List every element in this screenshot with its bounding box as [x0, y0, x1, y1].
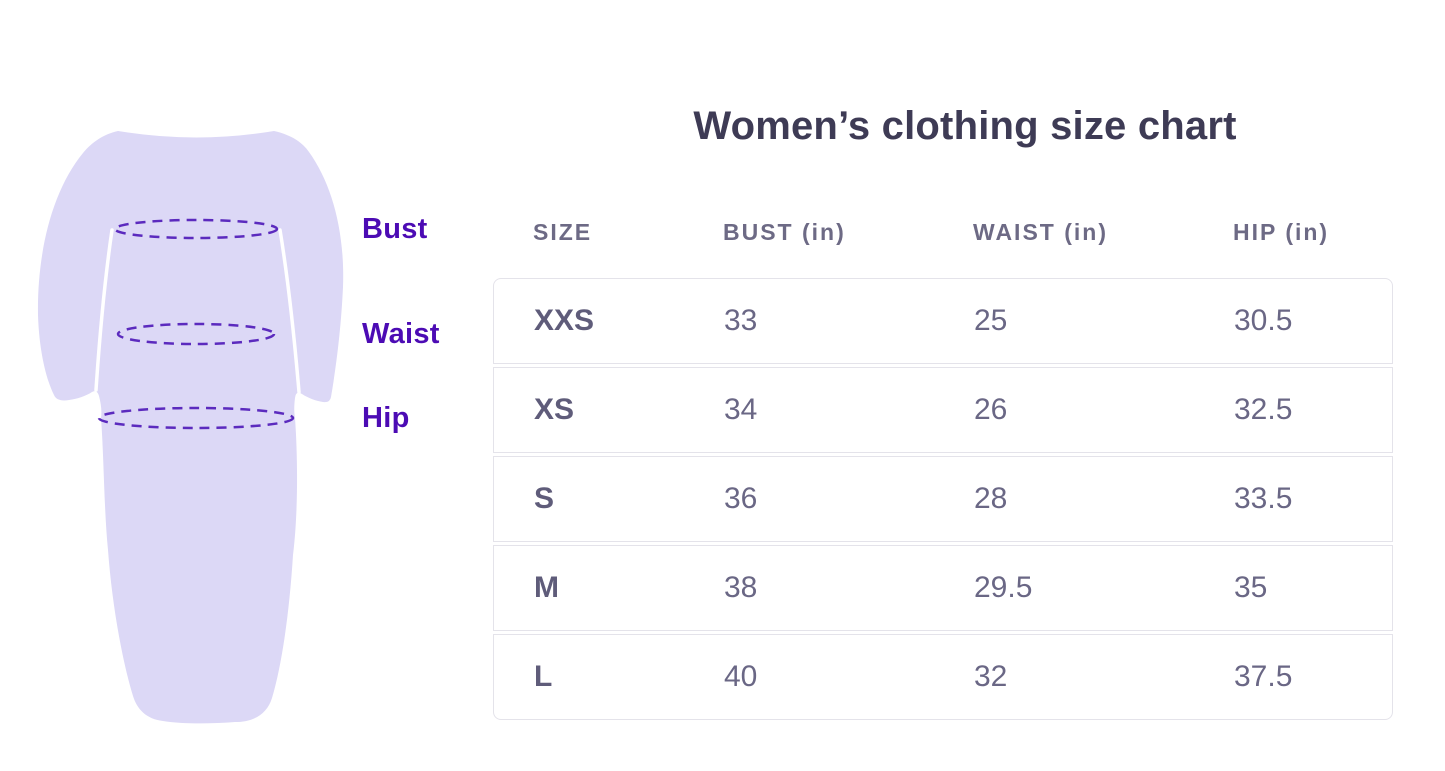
cell-bust: 38 [724, 571, 758, 604]
col-header-bust: BUST (in) [723, 219, 846, 245]
cell-size: S [534, 482, 555, 515]
bust-label: Bust [362, 213, 428, 245]
cell-hip: 33.5 [1234, 482, 1293, 515]
cell-bust: 40 [724, 660, 758, 693]
cell-hip: 32.5 [1234, 393, 1293, 426]
cell-bust: 34 [724, 393, 758, 426]
table-header-row: SIZE BUST (in) WAIST (in) HIP (in) [493, 219, 1393, 246]
page-title: Women’s clothing size chart [693, 104, 1237, 148]
cell-hip: 30.5 [1234, 304, 1293, 337]
hip-label: Hip [362, 402, 410, 434]
cell-size: M [534, 571, 559, 604]
cell-hip: 35 [1234, 571, 1268, 604]
cell-size: XXS [534, 304, 595, 337]
size-table: XXS 33 25 30.5 XS 34 26 32.5 S 36 28 33.… [493, 278, 1393, 720]
waist-measure-line [116, 322, 276, 346]
dress-illustration [37, 131, 344, 724]
cell-hip: 37.5 [1234, 660, 1293, 693]
col-header-size: SIZE [533, 219, 593, 245]
cell-size: XS [534, 393, 575, 426]
cell-waist: 28 [974, 482, 1008, 515]
cell-waist: 32 [974, 660, 1008, 693]
table-row: L 40 32 37.5 [493, 634, 1393, 720]
table-row: XS 34 26 32.5 [493, 367, 1393, 453]
right-sleeve-gap [278, 228, 301, 394]
left-sleeve-gap [94, 228, 114, 392]
waist-label: Waist [362, 318, 440, 350]
cell-size: L [534, 660, 553, 693]
bust-measure-line [113, 218, 279, 240]
cell-bust: 36 [724, 482, 758, 515]
cell-waist: 29.5 [974, 571, 1033, 604]
col-header-hip: HIP (in) [1233, 219, 1330, 245]
cell-waist: 26 [974, 393, 1008, 426]
cell-waist: 25 [974, 304, 1008, 337]
cell-bust: 33 [724, 304, 758, 337]
table-row: S 36 28 33.5 [493, 456, 1393, 542]
col-header-waist: WAIST (in) [973, 219, 1108, 245]
table-row: XXS 33 25 30.5 [493, 278, 1393, 364]
hip-measure-line [97, 406, 295, 430]
table-row: M 38 29.5 35 [493, 545, 1393, 631]
